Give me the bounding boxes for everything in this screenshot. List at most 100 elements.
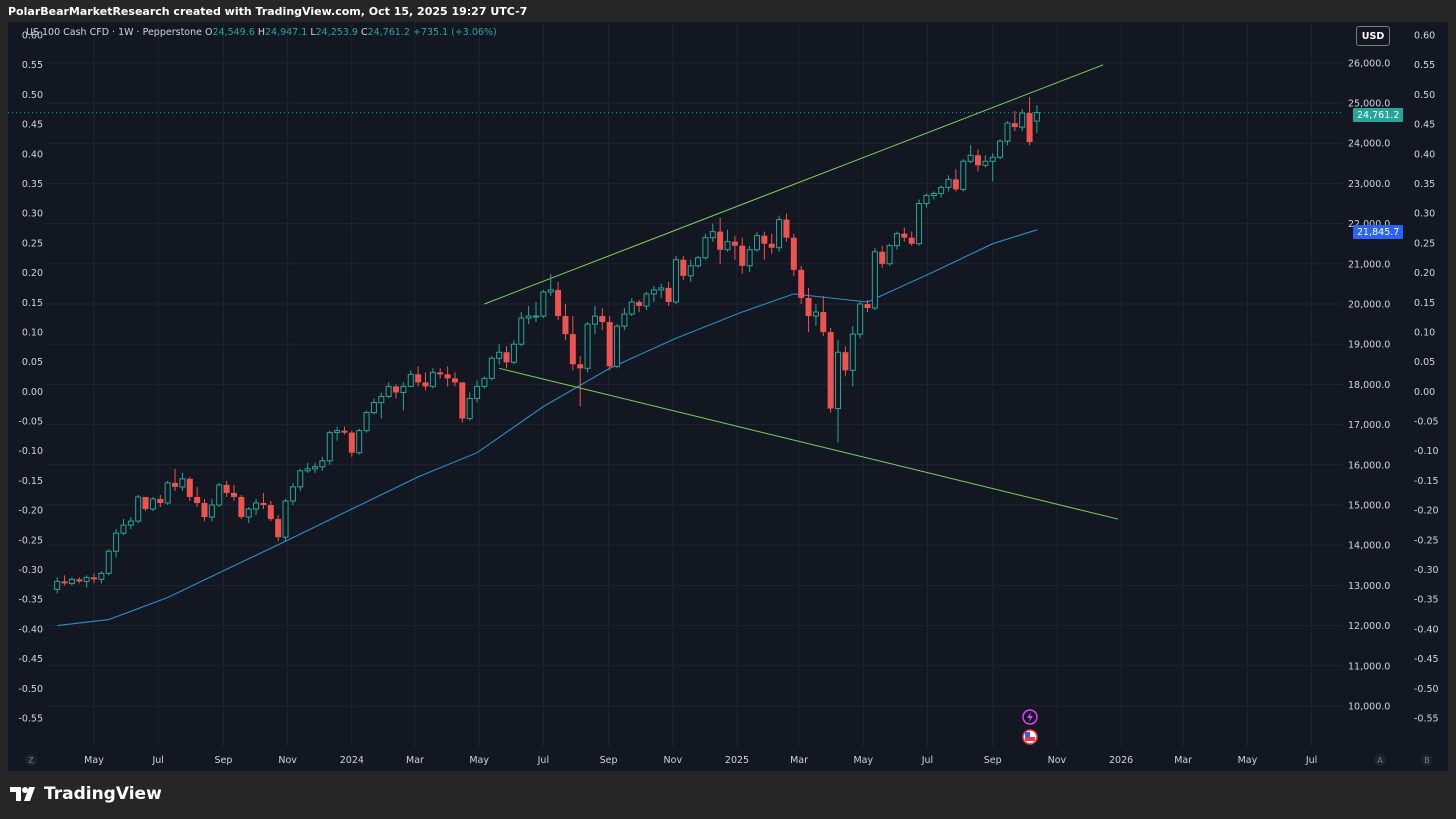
candle-body [149, 498, 156, 510]
candle [135, 494, 142, 524]
candle [606, 316, 613, 371]
candle [451, 372, 458, 387]
right-secondary-tick-label: 0.40 [1414, 149, 1435, 160]
candles [54, 96, 1040, 594]
lightning-event-icon[interactable] [1022, 709, 1038, 725]
scale-button-right[interactable]: B [1424, 756, 1430, 765]
candle [650, 285, 657, 302]
right-secondary-tick-label: -0.10 [1414, 446, 1439, 457]
auto-scale-button[interactable]: A [1377, 756, 1383, 765]
candle [230, 484, 237, 501]
candle [805, 287, 812, 333]
candle [510, 340, 517, 365]
candle [444, 366, 451, 387]
right-secondary-tick-label: 0.25 [1414, 238, 1435, 249]
last-price-tag: 24,761.2 [1353, 108, 1404, 122]
candle-body [429, 371, 436, 387]
trendlines[interactable] [484, 64, 1119, 520]
candle [172, 468, 179, 491]
candle [945, 175, 952, 192]
candle [260, 492, 267, 510]
left-tick-label: 0.50 [22, 90, 43, 101]
time-scale[interactable]: May Jul Sep Nov 2024 Mar May Jul Sep Nov 2025 Mar Ma… [84, 755, 1317, 766]
chart-credit: PolarBearMarketResearch created with Tra… [8, 5, 528, 18]
time-tick-label: May [469, 755, 489, 766]
candle [341, 426, 348, 435]
tradingview-logo[interactable]: TradingView [10, 784, 162, 804]
candle-body [142, 496, 149, 510]
candle-body [709, 231, 716, 239]
time-tick-label: Nov [278, 755, 297, 766]
candle-body [422, 382, 429, 387]
candle [149, 496, 156, 512]
candle-body [407, 373, 414, 387]
candle [179, 472, 186, 491]
candle [960, 159, 967, 192]
candle [54, 577, 61, 594]
candle [98, 571, 105, 584]
candle [776, 215, 783, 252]
candle-body [474, 385, 481, 399]
currency-button[interactable]: USD [1356, 26, 1390, 46]
candle-body [938, 186, 945, 194]
price-tick-label: 15,000.0 [1348, 501, 1390, 512]
candle-body [525, 315, 532, 319]
price-tick-label: 17,000.0 [1348, 420, 1390, 431]
candle [245, 507, 252, 524]
right-secondary-tick-label: -0.35 [1414, 595, 1439, 606]
candle-body [621, 313, 628, 327]
candle-body [628, 301, 635, 315]
candle [186, 476, 193, 501]
candle [503, 346, 510, 369]
candle [120, 519, 127, 536]
candle [415, 366, 422, 387]
candle [334, 426, 341, 441]
candle [930, 191, 937, 200]
candle-body [186, 478, 193, 497]
scale-button-left[interactable]: Z [28, 756, 34, 765]
time-tick-label: Jul [537, 755, 549, 766]
high-label: H [257, 27, 265, 38]
candle [76, 577, 83, 584]
us-flag-event-icon[interactable] [1022, 729, 1038, 745]
left-tick-label: -0.45 [18, 654, 43, 665]
candle-body [584, 323, 591, 369]
candle-body [172, 482, 179, 487]
trendline-upper[interactable] [484, 64, 1104, 305]
candle-body [164, 482, 171, 504]
event-icons[interactable] [1022, 709, 1038, 745]
trendline-lower[interactable] [499, 367, 1119, 520]
scale-buttons[interactable]: Z A B [25, 754, 1433, 766]
candle [540, 289, 547, 319]
symbol-legend[interactable]: US 100 Cash CFD · 1W · Pepperstone O24,5… [26, 27, 497, 38]
candle-body [967, 154, 974, 162]
candle-body [753, 235, 760, 251]
candle [702, 233, 709, 260]
symbol-name[interactable]: US 100 Cash CFD · 1W · Pepperstone [26, 27, 202, 38]
price-tick-label: 21,000.0 [1348, 259, 1390, 270]
candle-body [510, 343, 517, 363]
candle [488, 356, 495, 381]
left-tick-label: 0.25 [22, 238, 43, 249]
candle [717, 217, 724, 264]
right-secondary-tick-label: 0.35 [1414, 179, 1435, 190]
left-tick-label: -0.35 [18, 595, 43, 606]
right-secondary-tick-label: -0.15 [1414, 476, 1439, 487]
time-tick-label: Nov [1048, 755, 1067, 766]
time-tick-label: Nov [664, 755, 683, 766]
price-chart[interactable]: 0.60 0.55 0.50 0.45 0.40 0.35 0.30 0.25 0.20 0.15… [8, 22, 1448, 771]
chart-panel[interactable]: 0.60 0.55 0.50 0.45 0.40 0.35 0.30 0.25 0.20 0.15… [8, 22, 1448, 771]
candle-body [768, 243, 775, 248]
left-tick-label: 0.00 [22, 387, 43, 398]
left-scale[interactable]: 0.60 0.55 0.50 0.45 0.40 0.35 0.30 0.25 0.20 0.15… [18, 31, 43, 725]
left-tick-label: 0.30 [22, 209, 43, 220]
candle [842, 346, 849, 377]
right-scale[interactable]: 10,000.0 11,000.0 12,000.0 13,000.0 14,000.0… [1348, 31, 1439, 725]
candle-body [783, 219, 790, 238]
candle [275, 515, 282, 542]
candle-body [547, 289, 554, 293]
candle-body [289, 486, 296, 502]
high-value: 24,947.1 [264, 27, 308, 38]
candle [974, 149, 981, 172]
right-secondary-tick-label: 0.00 [1414, 387, 1435, 398]
